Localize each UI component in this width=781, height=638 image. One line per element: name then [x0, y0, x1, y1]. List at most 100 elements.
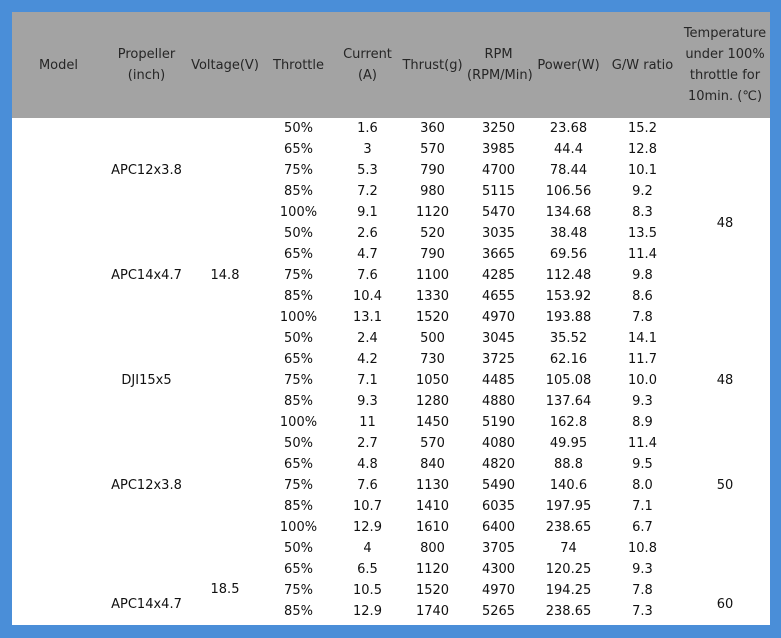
value-cell: 2.6	[357, 226, 378, 241]
value-cell: 980	[420, 184, 445, 199]
value-cell: 10.0	[628, 373, 657, 388]
value-cell: 1450	[415, 415, 450, 430]
value-cell: 4880	[481, 394, 516, 409]
value-cell: 1520	[415, 583, 450, 598]
value-cell: 85%	[284, 289, 313, 304]
data-row: 100% 9.1 1120 5470 134.68 8.3	[12, 202, 770, 223]
value-cell: 1610	[415, 520, 450, 535]
data-row: APC14x4.7 50% 4 800 3705 74 10.8 60	[12, 538, 770, 612]
value-cell: 570	[420, 142, 445, 157]
value-cell: 7.8	[632, 583, 653, 598]
value-cell: 153.92	[545, 289, 592, 304]
value-cell: 1120	[415, 562, 450, 577]
value-cell: 137.64	[545, 394, 592, 409]
value-cell: 11.7	[628, 352, 657, 367]
value-cell: 1100	[415, 268, 450, 283]
value-cell: 3	[363, 142, 372, 157]
value-cell: 7.6	[357, 268, 378, 283]
value-cell: 112.48	[545, 268, 592, 283]
data-row: 85% 9.3 1280 4880 137.64 9.3	[12, 391, 770, 412]
value-cell: 7.3	[632, 604, 653, 619]
data-row: 65% 3 570 3985 44.4 12.8	[12, 139, 770, 160]
value-cell: 11	[359, 415, 376, 430]
value-cell: 106.56	[545, 184, 592, 199]
header-cell: Thrust(g)	[400, 12, 465, 118]
temperature-cell: 50	[716, 478, 734, 493]
value-cell: 1130	[415, 478, 450, 493]
data-row: 65% 4.8 840 4820 88.8 9.5	[12, 454, 770, 475]
value-cell: 1520	[415, 310, 450, 325]
value-cell: 44.4	[554, 142, 583, 157]
value-cell: 100%	[279, 520, 318, 535]
data-row: 100% 12.9 1610 6400 238.65 6.7	[12, 517, 770, 538]
value-cell: 12.9	[353, 520, 382, 535]
value-cell: 238.65	[545, 604, 592, 619]
value-cell: 4970	[481, 583, 516, 598]
value-cell: 49.95	[549, 436, 588, 451]
value-cell: 1050	[415, 373, 450, 388]
value-cell: 9.1	[357, 205, 378, 220]
value-cell: 520	[420, 226, 445, 241]
data-row: 85% 10.7 1410 6035 197.95 7.1	[12, 496, 770, 517]
value-cell: 4	[363, 541, 372, 556]
value-cell: 88.8	[554, 457, 583, 472]
value-cell: 238.65	[545, 520, 592, 535]
value-cell: 65%	[284, 562, 313, 577]
data-row: 65% 6.5 1120 4300 120.25 9.3	[12, 559, 770, 580]
value-cell: 500	[420, 331, 445, 346]
value-cell: 840	[420, 457, 445, 472]
value-cell: 3705	[481, 541, 516, 556]
value-cell: 50%	[284, 331, 313, 346]
value-cell: 10.5	[353, 583, 382, 598]
value-cell: 9.8	[632, 268, 653, 283]
value-cell: 3725	[481, 352, 516, 367]
value-cell: 3665	[481, 247, 516, 262]
value-cell: 6400	[481, 520, 516, 535]
value-cell: 4.8	[357, 457, 378, 472]
value-cell: 5115	[481, 184, 516, 199]
value-cell: 3250	[481, 121, 516, 136]
data-row: APC14x4.7 50% 2.6 520 3035 38.48 13.5	[12, 223, 770, 283]
value-cell: 790	[420, 163, 445, 178]
propeller-cell: DJI15x5	[121, 373, 172, 388]
value-cell: 85%	[284, 184, 313, 199]
value-cell: 78.44	[549, 163, 588, 178]
data-row: 65% 4.2 730 3725 62.16 11.7	[12, 349, 770, 370]
value-cell: 134.68	[545, 205, 592, 220]
voltage-cell: 14.8	[210, 268, 240, 283]
value-cell: 7.1	[357, 373, 378, 388]
value-cell: 120.25	[545, 562, 592, 577]
temperature-cell: 48	[716, 373, 734, 388]
data-row: 85% 10.4 1330 4655 153.92 8.6	[12, 286, 770, 307]
value-cell: 13.1	[353, 310, 382, 325]
value-cell: 10.4	[353, 289, 382, 304]
data-row: 75% 7.6 1100 4285 112.48 9.8	[12, 265, 770, 286]
value-cell: 5265	[481, 604, 516, 619]
value-cell: 4970	[481, 310, 516, 325]
value-cell: 4820	[481, 457, 516, 472]
value-cell: 193.88	[545, 310, 592, 325]
data-row: APC12x3.8 18.5 50% 2.7 570 4080 49.95 11.4 50	[12, 433, 770, 597]
value-cell: 8.9	[632, 415, 653, 430]
value-cell: 9.3	[632, 562, 653, 577]
value-cell: 10.1	[628, 163, 657, 178]
value-cell: 3985	[481, 142, 516, 157]
value-cell: 4080	[481, 436, 516, 451]
data-row: 75% 10.5 1520 4970 194.25 7.8	[12, 580, 770, 601]
data-row: 75% 7.6 1130 5490 140.6 8.0	[12, 475, 770, 496]
header-cell: RPM (RPM/Min)	[465, 12, 533, 118]
spec-table: Model Propeller (inch) Voltage(V) Throttle C…	[12, 12, 770, 622]
propeller-cell: APC12x3.8	[111, 163, 182, 178]
value-cell: 12.8	[628, 142, 657, 157]
value-cell: 7.6	[357, 478, 378, 493]
header-cell: Current (A)	[335, 12, 400, 118]
value-cell: 38.48	[549, 226, 588, 241]
value-cell: 8.0	[632, 478, 653, 493]
value-cell: 6.7	[632, 520, 653, 535]
value-cell: 9.3	[632, 394, 653, 409]
value-cell: 194.25	[545, 583, 592, 598]
value-cell: 4655	[481, 289, 516, 304]
value-cell: 75%	[284, 373, 313, 388]
value-cell: 7.1	[632, 499, 653, 514]
value-cell: 2.4	[357, 331, 378, 346]
